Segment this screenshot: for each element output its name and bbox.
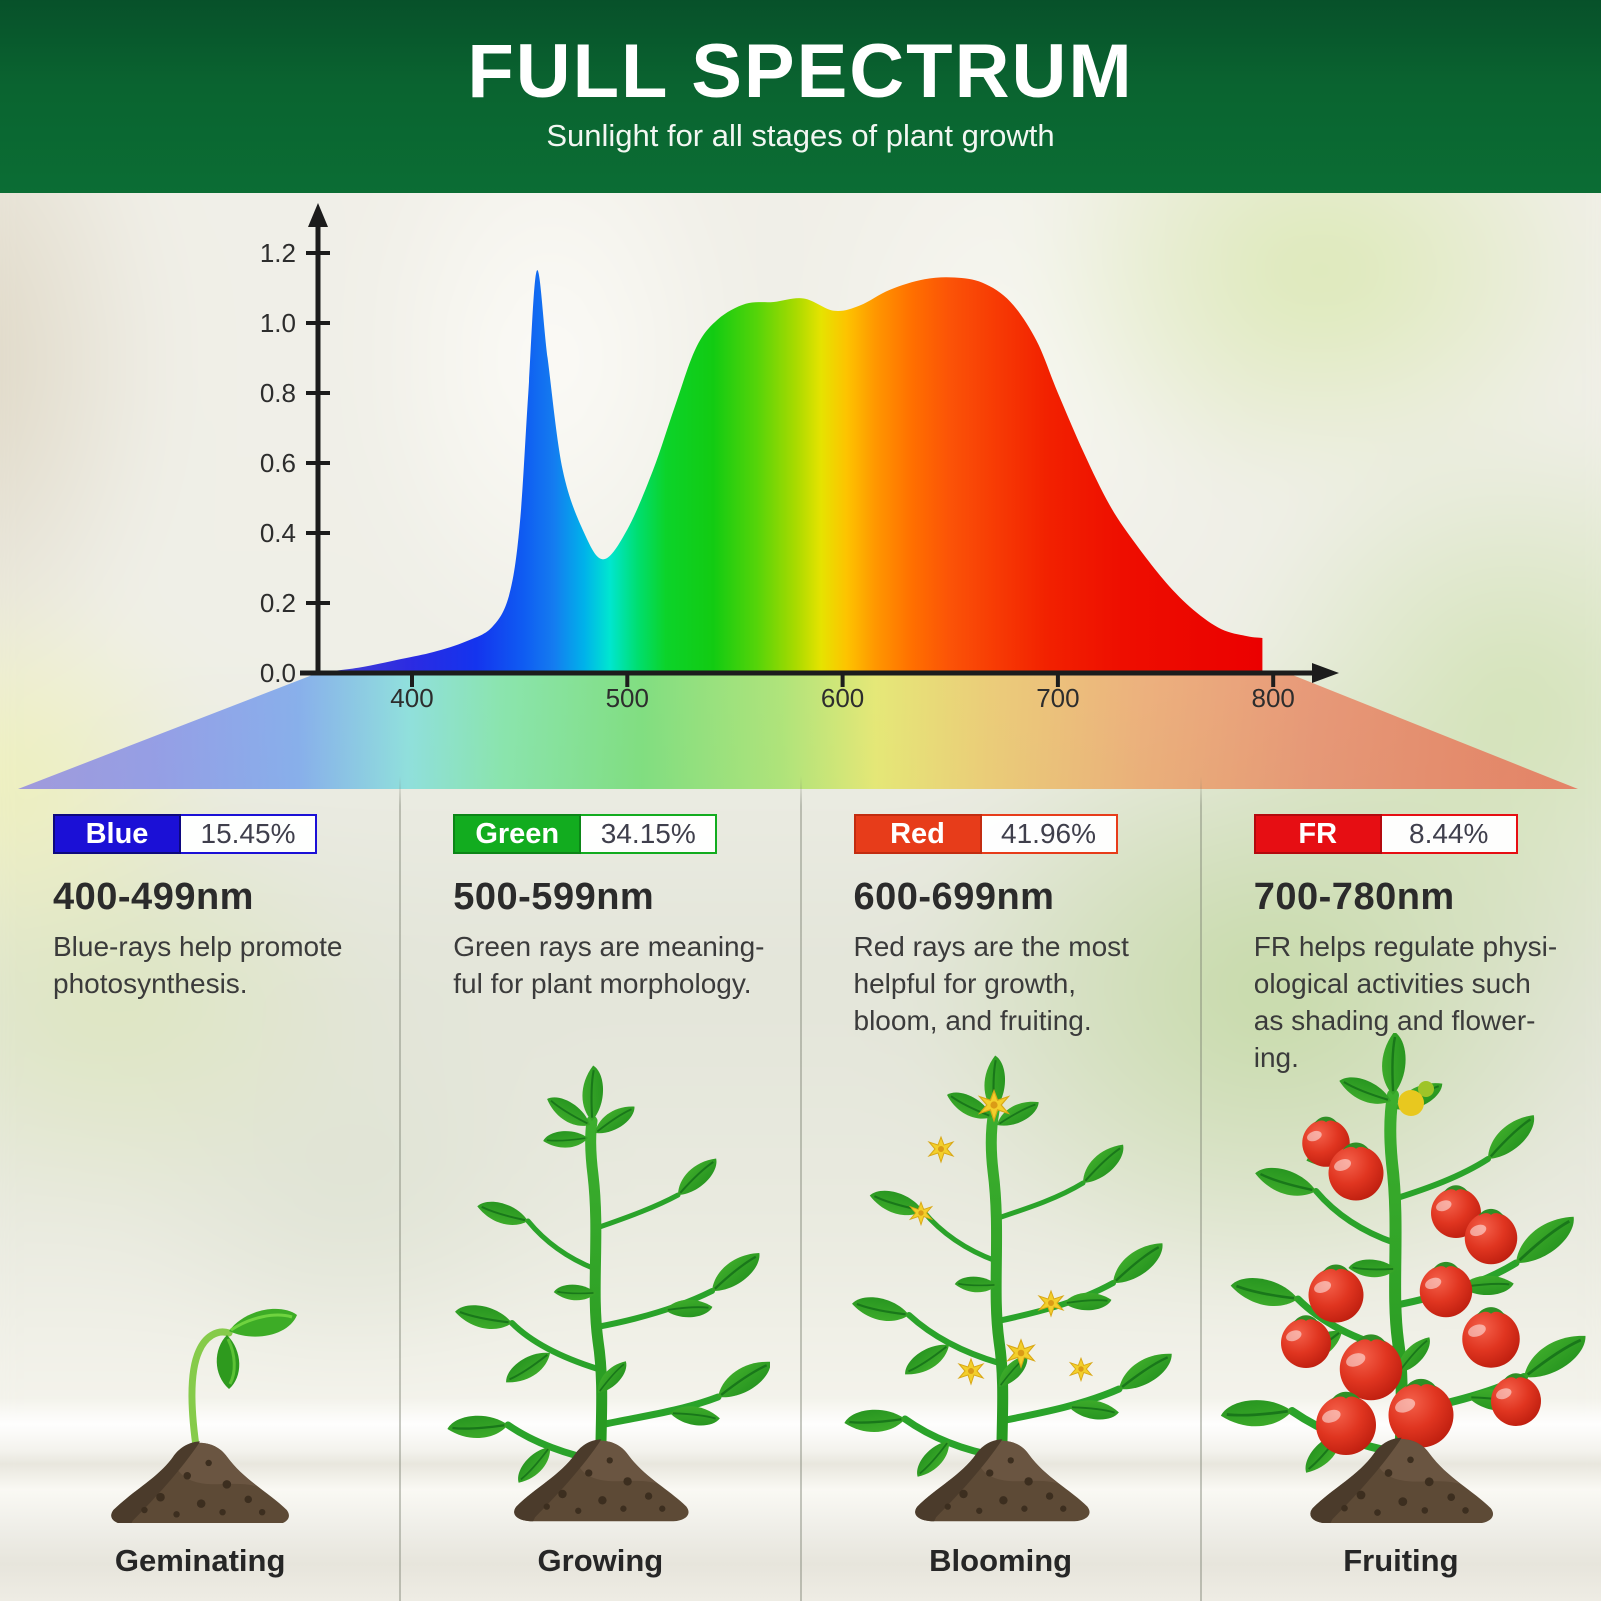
band-label: Red <box>853 814 982 854</box>
x-tick-label: 600 <box>821 683 864 713</box>
band-description: Red rays are the most helpful for growth… <box>853 931 1129 1036</box>
stage-label: Growing <box>537 1543 664 1578</box>
spectrum-chart: 400 500 600 700 800 0.0 0.2 0.4 0.6 0.8 1.0 1.2 <box>18 203 1578 789</box>
column-divider <box>399 776 402 1601</box>
band-badge-blue: Blue 15.45% <box>53 814 317 854</box>
page-subtitle: Sunlight for all stages of plant growth <box>546 118 1055 153</box>
stage-label: Geminating <box>114 1543 286 1578</box>
column-divider <box>1199 776 1202 1601</box>
growing-plant-illustration <box>445 1063 771 1522</box>
band-label: Green <box>453 814 582 854</box>
band-range: 500-599nm <box>453 876 655 918</box>
band-percent: 41.96% <box>981 814 1118 854</box>
band-description: FR helps regulate physi- ological activi… <box>1253 931 1558 1073</box>
band-range: 400-499nm <box>53 876 254 918</box>
band-description: Green rays are meaning- ful for plant mo… <box>453 931 765 999</box>
axis-ticks <box>306 251 1276 687</box>
spectrum-curve <box>315 270 1263 673</box>
y-tick-label: 0.8 <box>260 378 296 408</box>
y-tick-label: 0.0 <box>260 658 296 688</box>
unripe-tomato <box>1417 1081 1434 1097</box>
axes <box>300 225 1312 676</box>
band-range: 700-780nm <box>1253 876 1455 918</box>
y-tick-label: 1.0 <box>260 308 296 338</box>
fruiting-tomato-plant-illustration <box>1218 1033 1594 1523</box>
leaves <box>842 1053 1179 1480</box>
band-column-red: Red 41.96% 600-699nm Red rays are the mo… <box>799 776 1201 1601</box>
band-description: Blue-rays help promote photosynthesis. <box>53 931 343 999</box>
band-column-green: Green 34.15% 500-599nm Green rays are me… <box>399 776 800 1601</box>
band-column-fr: FR 8.44% 700-780nm FR helps regulate phy… <box>1199 776 1601 1601</box>
y-tick-label: 0.6 <box>260 448 296 478</box>
spectrum-bands-section: Blue 15.45% 400-499nm Blue-rays help pro… <box>0 776 1601 1601</box>
axis-tick-labels: 400 500 600 700 800 0.0 0.2 0.4 0.6 0.8 1.0 1.2 <box>260 238 1295 713</box>
band-percent: 34.15% <box>581 814 718 854</box>
band-badge-green: Green 34.15% <box>453 814 718 854</box>
x-tick-label: 800 <box>1252 683 1295 713</box>
x-axis-arrow <box>1312 663 1339 683</box>
band-percent: 15.45% <box>181 814 317 854</box>
stage-label: Fruiting <box>1343 1543 1459 1578</box>
band-label: Blue <box>53 814 181 854</box>
band-badge-red: Red 41.96% <box>853 814 1118 854</box>
band-column-blue: Blue 15.45% 400-499nm Blue-rays help pro… <box>0 790 400 1601</box>
band-label: FR <box>1253 814 1382 854</box>
y-tick-label: 0.4 <box>260 518 296 548</box>
x-tick-label: 700 <box>1036 683 1079 713</box>
band-badge-fr: FR 8.44% <box>1253 814 1518 854</box>
band-range: 600-699nm <box>853 876 1055 918</box>
band-percent: 8.44% <box>1381 814 1518 854</box>
x-tick-label: 400 <box>390 683 433 713</box>
blooming-plant-illustration <box>842 1053 1179 1522</box>
spectrum-projection-beam <box>18 674 1578 789</box>
tomatoes <box>1280 1081 1541 1455</box>
yellow-tomato <box>1397 1090 1424 1116</box>
y-axis-arrow <box>308 203 328 227</box>
x-tick-label: 500 <box>606 683 649 713</box>
stage-label: Blooming <box>929 1543 1073 1578</box>
header-banner <box>0 0 1601 193</box>
germinating-sprout-illustration <box>111 1308 298 1523</box>
page-title: FULL SPECTRUM <box>467 29 1134 114</box>
y-tick-label: 1.2 <box>260 238 296 268</box>
column-divider <box>799 776 802 1601</box>
y-tick-label: 0.2 <box>260 588 296 618</box>
